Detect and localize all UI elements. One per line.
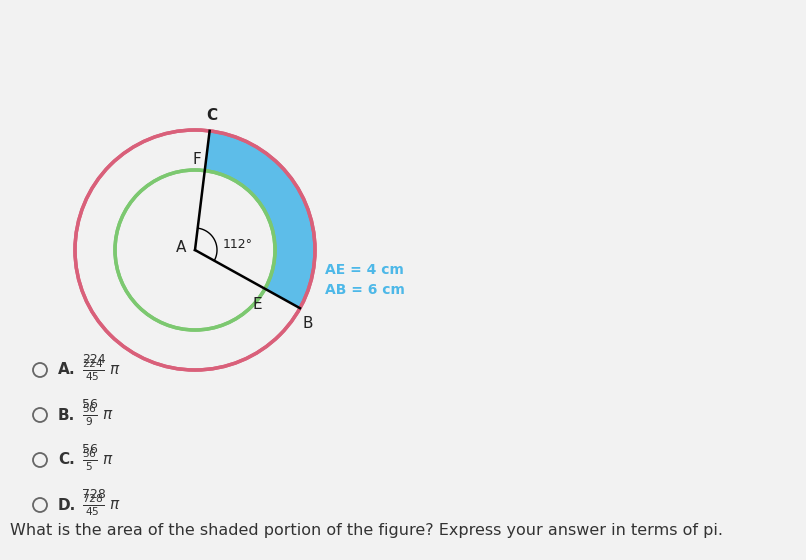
Text: $\frac{728}{45}\ \pi$: $\frac{728}{45}\ \pi$ [82, 492, 121, 518]
Text: B.: B. [58, 408, 75, 422]
Wedge shape [195, 131, 315, 308]
Wedge shape [195, 171, 275, 289]
Text: A: A [176, 240, 186, 255]
Text: AB = 6 cm: AB = 6 cm [325, 283, 405, 297]
Text: 56: 56 [82, 443, 98, 456]
Text: $\frac{224}{45}\ \pi$: $\frac{224}{45}\ \pi$ [82, 357, 121, 383]
Text: C: C [206, 108, 217, 123]
Text: 112°: 112° [223, 239, 253, 251]
Text: 56: 56 [82, 398, 98, 411]
Text: A.: A. [58, 362, 76, 377]
Text: 224: 224 [82, 353, 106, 366]
Text: C.: C. [58, 452, 75, 468]
Text: E: E [252, 297, 262, 312]
Text: AE = 4 cm: AE = 4 cm [325, 263, 404, 277]
Text: 728: 728 [82, 488, 106, 501]
Text: F: F [193, 152, 202, 166]
Text: B: B [303, 316, 314, 331]
Text: $\frac{56}{5}\ \pi$: $\frac{56}{5}\ \pi$ [82, 447, 114, 473]
Text: $\frac{56}{9}\ \pi$: $\frac{56}{9}\ \pi$ [82, 402, 114, 428]
Text: D.: D. [58, 497, 77, 512]
Text: What is the area of the shaded portion of the figure? Express your answer in ter: What is the area of the shaded portion o… [10, 522, 723, 538]
